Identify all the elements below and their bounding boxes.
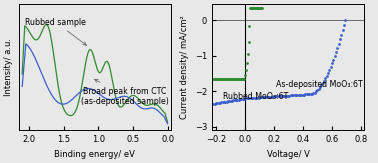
Y-axis label: Intensity/ a.u.: Intensity/ a.u. xyxy=(4,38,13,96)
Text: Rubbed MoO₃:6T: Rubbed MoO₃:6T xyxy=(223,92,288,101)
Text: Broad peak from CTC
(as-deposited sample): Broad peak from CTC (as-deposited sample… xyxy=(81,79,169,106)
Text: As-deposited MoO₃:6T: As-deposited MoO₃:6T xyxy=(276,81,363,89)
Text: Rubbed sample: Rubbed sample xyxy=(25,18,87,45)
X-axis label: Voltage/ V: Voltage/ V xyxy=(267,150,310,159)
X-axis label: Binding energy/ eV: Binding energy/ eV xyxy=(54,150,135,159)
Y-axis label: Current density/ mA/cm²: Current density/ mA/cm² xyxy=(180,15,189,119)
